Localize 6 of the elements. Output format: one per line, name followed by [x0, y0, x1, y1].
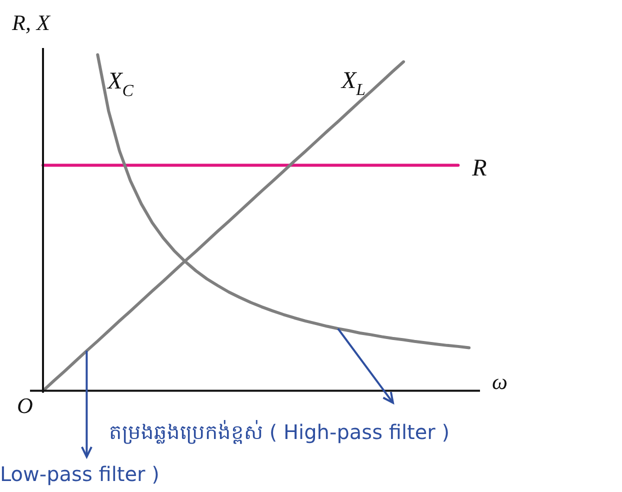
text: តម្រងឆ្លងប្រេកង់ខ្ពស់ ( High-pass filter ): [109, 418, 450, 444]
series-label: R: [471, 155, 488, 182]
text: O: [17, 392, 33, 418]
text: Low-pass filter ): [0, 462, 160, 486]
x-axis-title: ω: [492, 368, 508, 394]
y-axis-title: R, X: [11, 10, 52, 35]
